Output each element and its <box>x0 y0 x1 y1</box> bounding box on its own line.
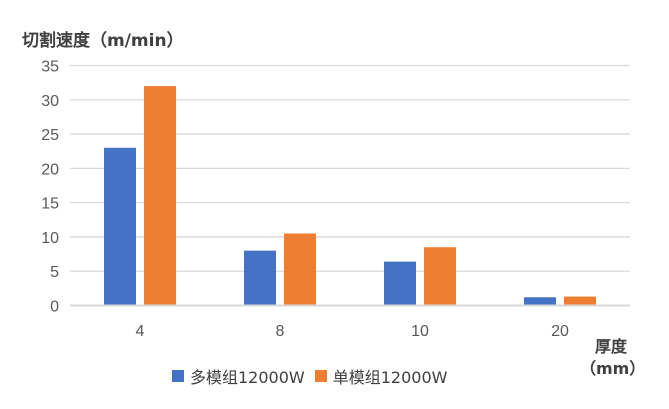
legend-item-single: 单模组12000W <box>314 364 448 388</box>
y-tick-label: 5 <box>50 264 59 281</box>
x-tick-label: 20 <box>551 323 569 340</box>
y-tick-label: 15 <box>41 196 59 213</box>
legend-label-single: 单模组12000W <box>332 368 448 387</box>
x-axis-label: 厚度（mm） <box>580 337 646 378</box>
y-tick-label: 20 <box>41 161 59 178</box>
y-tick-label: 0 <box>50 299 59 316</box>
bar-single-10 <box>424 247 456 305</box>
legend-swatch-single <box>314 370 327 382</box>
y-tick-label: 35 <box>41 59 59 76</box>
bar-single-20 <box>564 296 596 305</box>
bar-multi-20 <box>524 297 556 305</box>
bar-multi-8 <box>244 250 276 305</box>
bar-single-4 <box>144 86 176 305</box>
legend-item-multi: 多模组12000W <box>172 364 305 388</box>
x-tick-label: 10 <box>411 323 429 340</box>
legend-swatch-multi <box>172 370 184 382</box>
y-tick-label: 25 <box>41 127 59 144</box>
bar-multi-4 <box>104 147 136 305</box>
legend-label-multi: 多模组12000W <box>190 368 305 387</box>
x-tick-label: 4 <box>136 323 145 340</box>
bar-single-8 <box>284 233 316 305</box>
y-tick-label: 10 <box>41 230 59 247</box>
y-tick-label: 30 <box>41 93 59 110</box>
chart-title: 切割速度（m/min） <box>22 31 184 51</box>
x-tick-label: 8 <box>276 323 285 340</box>
legend: 多模组12000W 单模组12000W <box>172 364 457 388</box>
bar-multi-10 <box>384 261 416 305</box>
